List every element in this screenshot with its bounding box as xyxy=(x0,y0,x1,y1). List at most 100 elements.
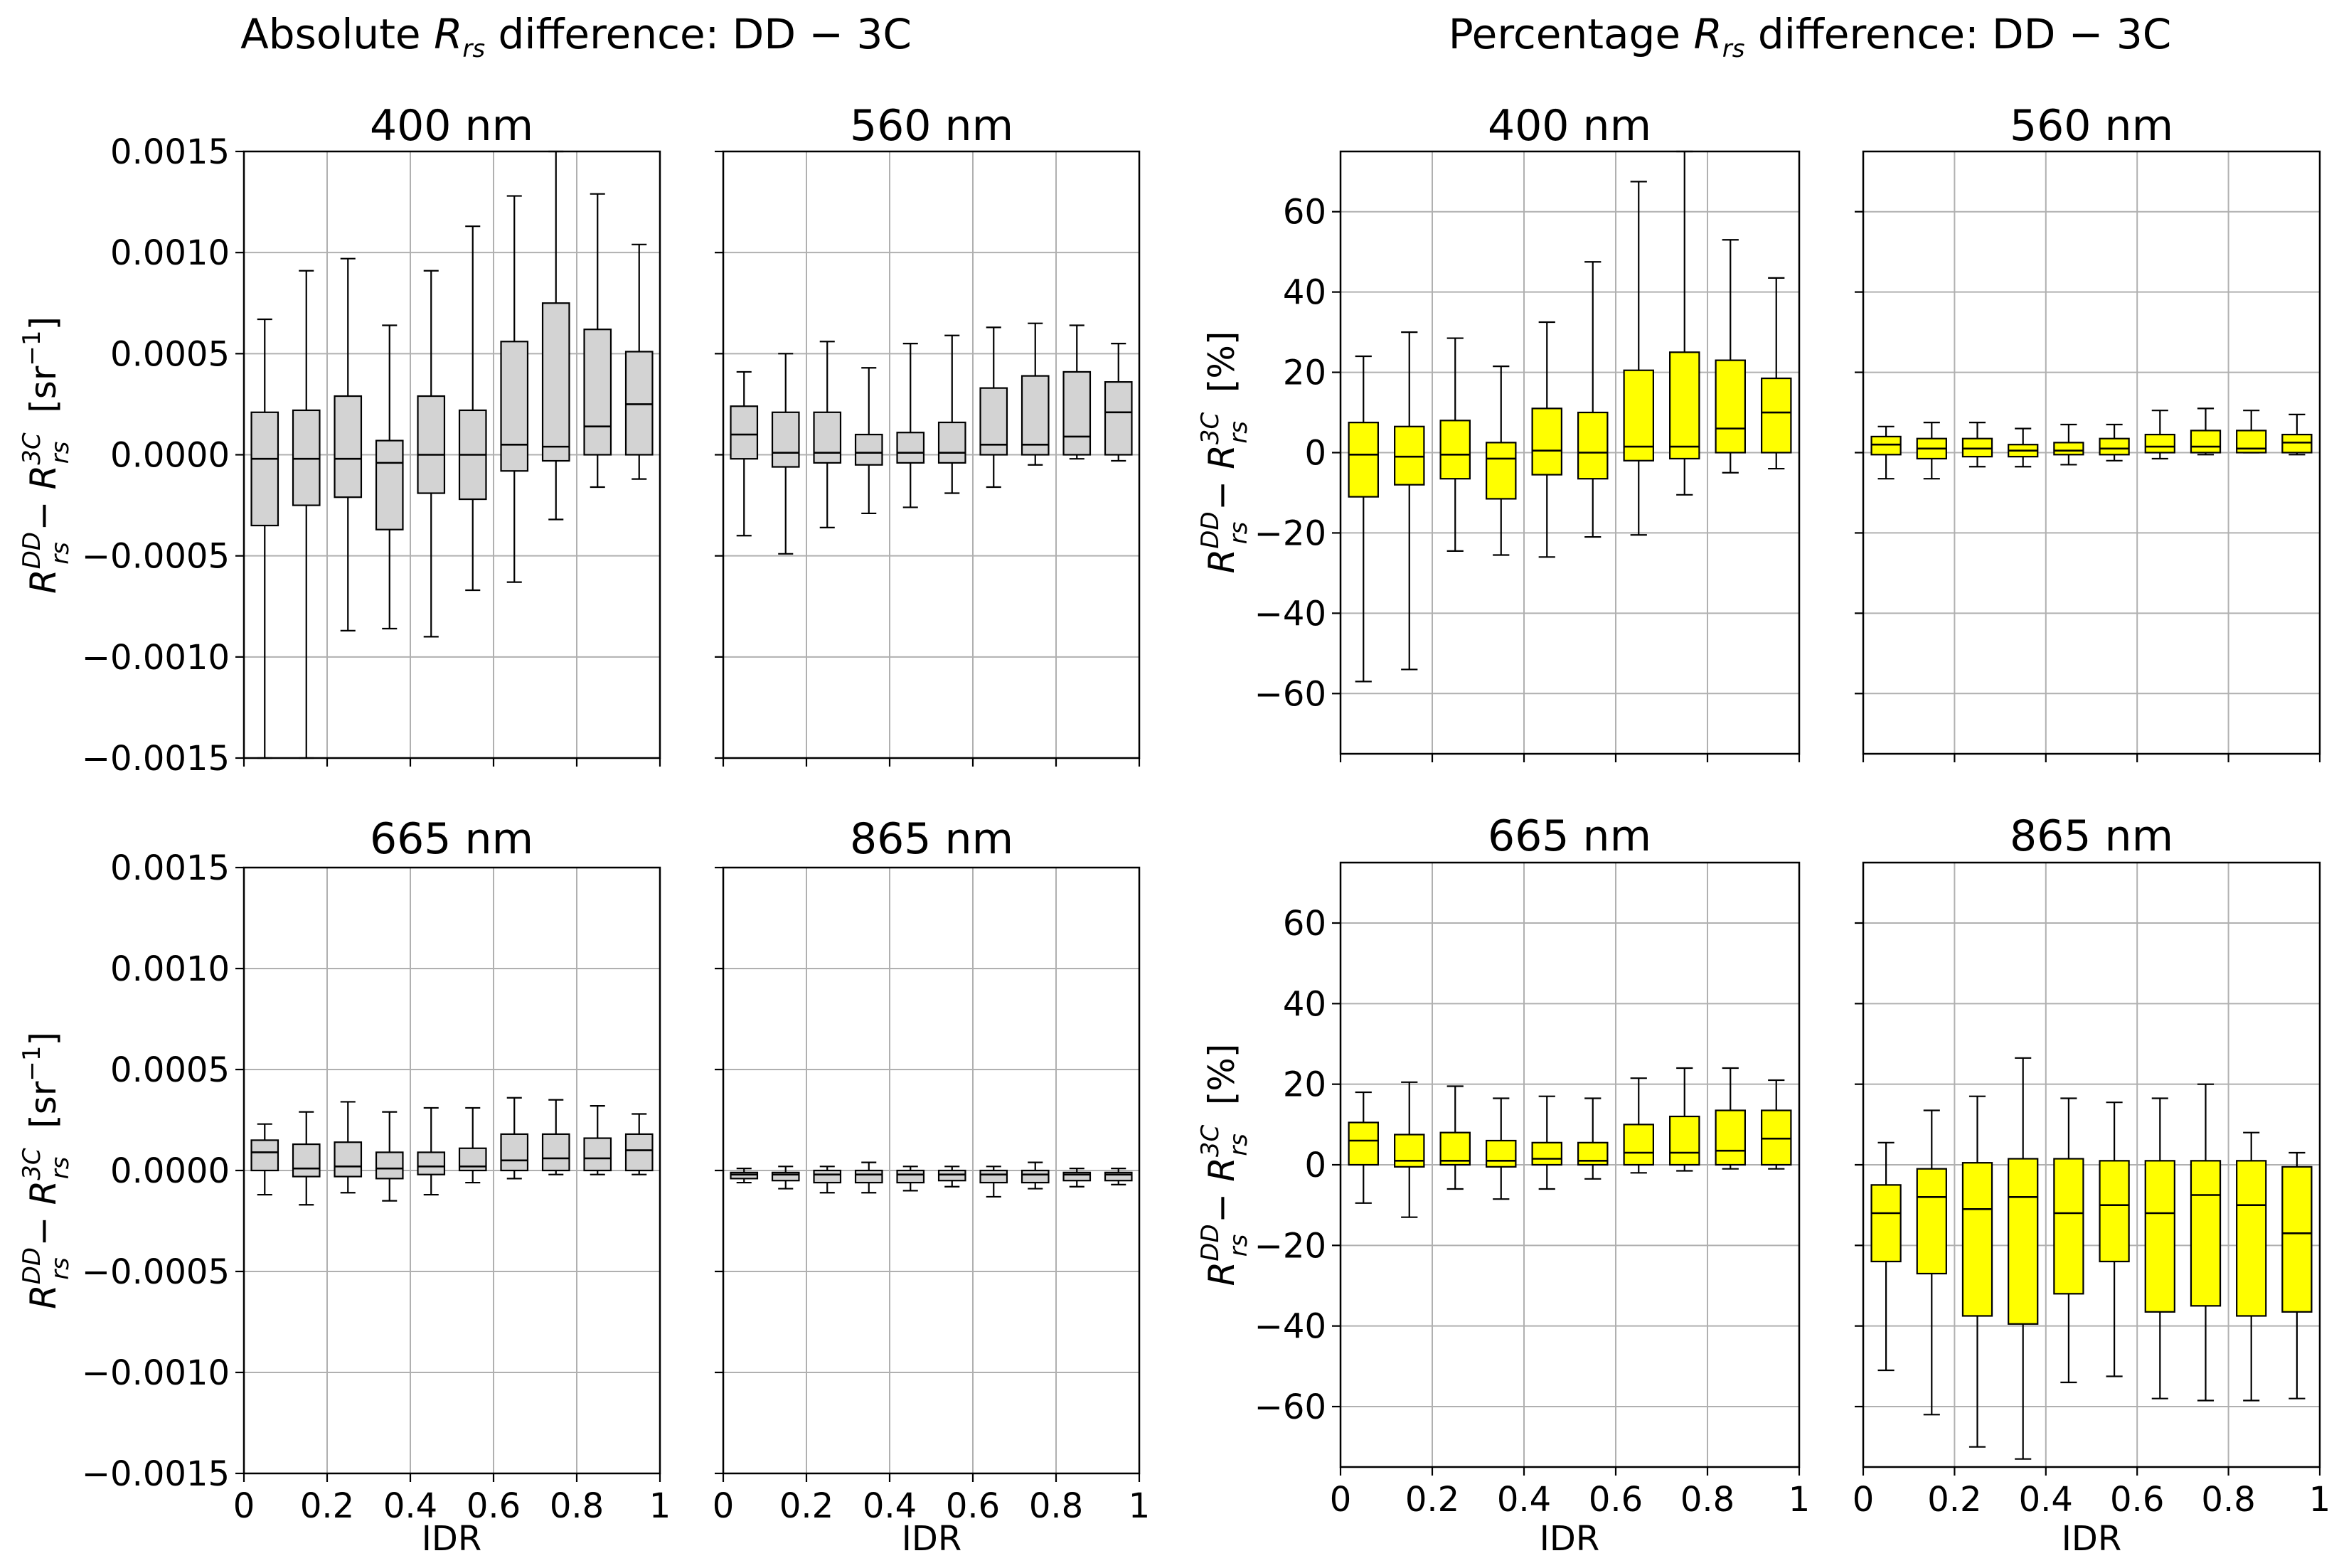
y-tick-label: 40 xyxy=(1283,984,1326,1024)
box-9 xyxy=(1062,1168,1092,1188)
box-8 xyxy=(1021,322,1050,466)
box-iqr xyxy=(624,1133,654,1172)
box-7 xyxy=(2144,1097,2175,1399)
panel-title: 400 nm xyxy=(370,101,533,151)
panel-title: 865 nm xyxy=(850,814,1013,864)
y-tick-label: 40 xyxy=(1283,273,1326,313)
box-iqr xyxy=(250,1139,279,1172)
panel-abs-400: 400 nm RDDrs − R3Crs[sr−1] −0.0015 −0.001… xyxy=(18,101,661,779)
box-iqr xyxy=(417,395,446,494)
box-3 xyxy=(1439,1085,1471,1190)
box-1 xyxy=(1348,355,1379,683)
box-iqr xyxy=(854,1169,883,1184)
box-iqr xyxy=(1916,1168,1947,1275)
x-tick-label: 0.2 xyxy=(1927,1480,1981,1520)
box-5 xyxy=(896,1166,925,1192)
box-iqr xyxy=(417,1151,446,1175)
box-7 xyxy=(979,326,1008,489)
box-iqr xyxy=(730,1171,759,1180)
svg-text:RDDrs − R3Crs[%]: RDDrs − R3Crs[%] xyxy=(1196,1044,1253,1286)
box-2 xyxy=(771,1166,800,1190)
box-iqr xyxy=(854,433,883,466)
panel-title: 665 nm xyxy=(1488,811,1651,861)
box-1 xyxy=(1870,1141,1902,1372)
box-2 xyxy=(292,270,321,759)
x-tick-label: 0.8 xyxy=(1029,1486,1083,1526)
box-iqr xyxy=(1348,422,1379,498)
box-iqr xyxy=(1577,411,1609,480)
box-iqr xyxy=(2099,1160,2130,1263)
box-iqr xyxy=(1623,1124,1654,1166)
box-8 xyxy=(2190,407,2222,456)
x-axis-label: IDR xyxy=(422,1519,481,1559)
y-tick-label: 20 xyxy=(1283,1065,1326,1105)
box-iqr xyxy=(583,1137,612,1172)
box-4 xyxy=(2008,1057,2039,1460)
box-iqr xyxy=(2190,1160,2222,1307)
panel-pct-865: 865 nm IDR 0 0.2 0.4 0.6 0.8 1 xyxy=(1853,811,2331,1559)
box-iqr xyxy=(2281,1166,2313,1313)
x-tick-label: 0.6 xyxy=(946,1486,1000,1526)
box-iqr xyxy=(813,1169,842,1184)
box-iqr xyxy=(1870,1184,1902,1263)
box-iqr xyxy=(292,1143,321,1178)
x-tick-label: 0.8 xyxy=(1680,1480,1734,1520)
box-4 xyxy=(1486,365,1517,556)
y-tick-label: −60 xyxy=(1254,674,1326,714)
box-iqr xyxy=(500,341,529,472)
y-tick-label: −0.0015 xyxy=(82,1454,230,1494)
box-5 xyxy=(417,1106,446,1196)
panel-title: 400 nm xyxy=(1488,101,1651,151)
panel-abs-560: 560 nm xyxy=(715,101,1141,767)
box-7 xyxy=(500,195,529,583)
box-iqr xyxy=(1669,1115,1700,1166)
box-1 xyxy=(1870,425,1902,480)
box-iqr xyxy=(2053,442,2084,456)
box-iqr xyxy=(1623,369,1654,462)
y-tick-label: −20 xyxy=(1254,513,1326,553)
box-1 xyxy=(730,1168,759,1184)
box-2 xyxy=(771,353,800,555)
panel-pct-665: 665 nm RDDrs − R3Crs[%] IDR −60 −40 −20 0 20 4… xyxy=(1196,811,1810,1559)
y-tick-label: 20 xyxy=(1283,353,1326,393)
box-iqr xyxy=(541,302,570,462)
box-iqr xyxy=(1715,359,1746,454)
box-iqr xyxy=(375,1151,404,1180)
box-7 xyxy=(1623,1077,1654,1174)
box-iqr xyxy=(1715,1109,1746,1166)
box-9 xyxy=(1715,239,1746,474)
box-3 xyxy=(1961,1095,1993,1448)
box-8 xyxy=(541,1099,570,1175)
box-iqr xyxy=(1104,1171,1133,1182)
x-tick-label: 1 xyxy=(649,1486,671,1526)
box-5 xyxy=(2053,1097,2084,1384)
box-iqr xyxy=(1870,435,1902,456)
box-iqr xyxy=(937,1169,966,1182)
box-iqr xyxy=(334,395,363,498)
x-tick-label: 0.4 xyxy=(383,1486,437,1526)
x-tick-label: 0.6 xyxy=(1589,1480,1643,1520)
box-4 xyxy=(375,324,404,630)
box-9 xyxy=(1715,1067,1746,1170)
box-iqr xyxy=(375,439,404,530)
y-tick-label: −0.0005 xyxy=(82,1252,230,1292)
box-10 xyxy=(624,1113,654,1175)
box-iqr xyxy=(1439,420,1471,480)
panel-pct-560: 560 nm xyxy=(1855,101,2321,762)
box-3 xyxy=(813,341,842,528)
y-tick-label: −20 xyxy=(1254,1226,1326,1266)
box-7 xyxy=(979,1166,1008,1198)
box-iqr xyxy=(500,1133,529,1172)
box-6 xyxy=(2099,1102,2130,1377)
box-iqr xyxy=(583,329,612,456)
y-tick-label: 0.0005 xyxy=(110,1050,230,1090)
box-5 xyxy=(1531,1095,1562,1190)
box-8 xyxy=(1669,150,1700,496)
box-iqr xyxy=(979,1169,1008,1184)
y-axis-label: RDDrs − R3Crs[sr−1] xyxy=(18,1032,75,1309)
box-6 xyxy=(458,225,487,592)
box-3 xyxy=(1439,337,1471,552)
box-9 xyxy=(583,1105,612,1175)
box-6 xyxy=(1577,1097,1609,1180)
box-4 xyxy=(854,367,883,515)
